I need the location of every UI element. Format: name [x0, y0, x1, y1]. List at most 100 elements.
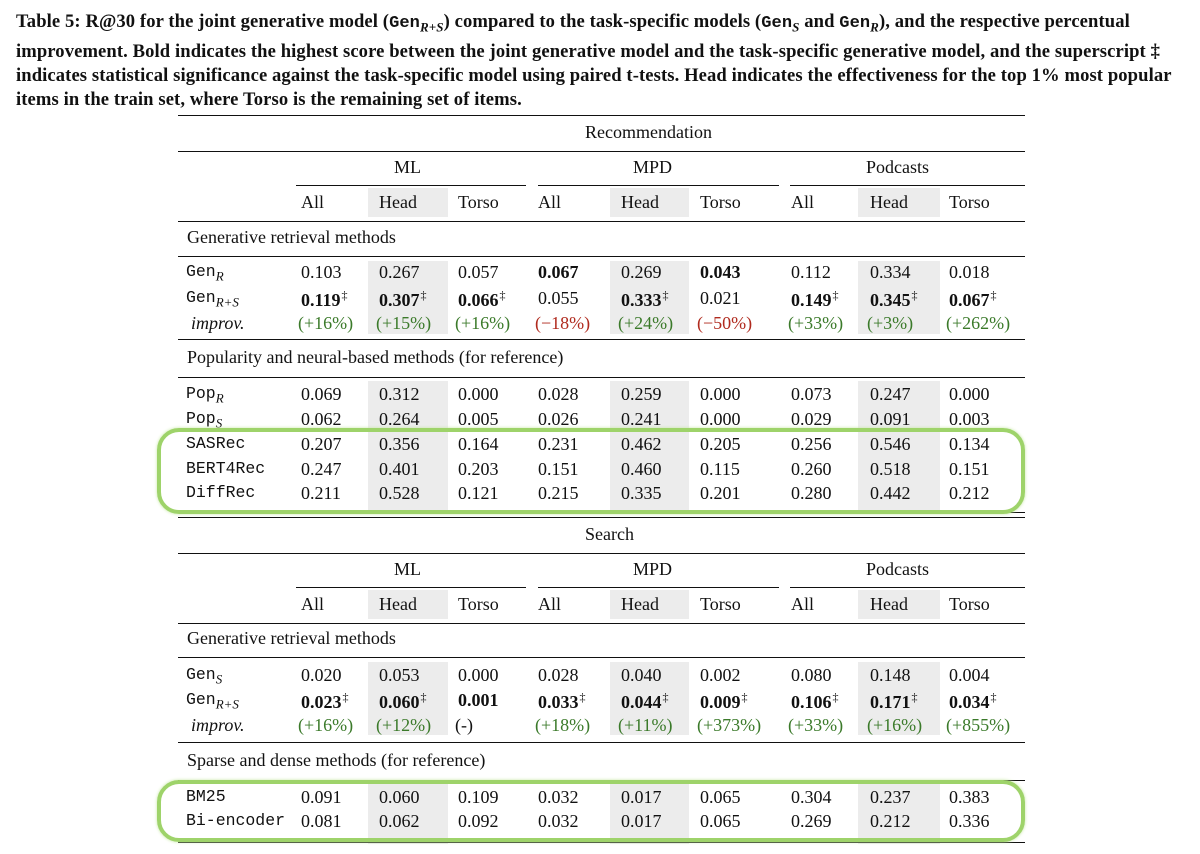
subheader-head: Head — [870, 192, 908, 212]
value-text: 0.201 — [700, 483, 741, 503]
subheader-all: All — [301, 594, 325, 614]
subheader-all: All — [791, 192, 815, 212]
value-cell: 0.065 — [700, 811, 741, 832]
value-text: 0.002 — [700, 665, 741, 685]
value-text: 0.069 — [301, 384, 342, 404]
value-text: 0.205 — [700, 434, 741, 454]
significance-mark: ‡ — [990, 288, 997, 302]
column-shade — [858, 381, 940, 511]
subheader-shade — [610, 188, 689, 217]
value-text: 0.356 — [379, 434, 420, 454]
value-cell: 0.002 — [700, 665, 741, 686]
value-cell: 0.000 — [458, 384, 499, 405]
subheader-torso: Torso — [700, 192, 741, 212]
value-cell: 0.528 — [379, 483, 420, 504]
value-cell: 0.269 — [621, 262, 662, 283]
subheader-head: Head — [379, 594, 417, 614]
value-text: 0.215 — [538, 483, 579, 503]
dataset-rule — [296, 185, 526, 186]
value-cell: 0.065 — [700, 787, 741, 808]
value-cell: 0.023‡ — [301, 690, 349, 713]
significance-mark: ‡ — [662, 690, 669, 704]
recommendation-title: Recommendation — [585, 122, 712, 142]
value-cell: 0.103 — [301, 262, 342, 283]
value-text: 0.020 — [301, 665, 342, 685]
highlight-box-neural — [157, 428, 1025, 514]
column-shade — [858, 784, 940, 844]
value-text: 0.032 — [538, 811, 579, 831]
recommendation-section: Recommendation ML MPD Podcasts All Head Torso A… — [178, 115, 1025, 515]
recommendation-title-rule — [178, 151, 1025, 152]
value-cell: 0.000 — [949, 384, 990, 405]
value-text: 0.307 — [379, 290, 420, 310]
value-cell: 0.267 — [379, 262, 420, 283]
column-shade — [610, 662, 689, 735]
search-section: Search ML MPD Podcasts All Head Torso All Head To… — [178, 517, 1025, 847]
value-cell: 0.151 — [538, 459, 579, 480]
significance-mark: ‡ — [341, 288, 348, 302]
dataset-header-podcasts: Podcasts — [866, 157, 929, 177]
dataset-rule — [790, 185, 1025, 186]
improv-value: (+3%) — [867, 313, 914, 333]
value-cell: 0.264 — [379, 409, 420, 430]
value-text: 0.269 — [621, 262, 662, 282]
subheader-shade — [368, 188, 448, 217]
value-text: 0.028 — [538, 665, 579, 685]
value-cell: 0.000 — [700, 409, 741, 430]
column-shade — [610, 381, 689, 511]
method-name: DiffRec — [186, 483, 256, 502]
subheader-head: Head — [379, 192, 417, 212]
group-rule — [178, 256, 1025, 257]
value-text: 0.106 — [791, 692, 832, 712]
value-cell: 0.092 — [458, 811, 499, 832]
value-cell: 0.053 — [379, 665, 420, 686]
group-rule — [178, 377, 1025, 378]
value-text: 0.103 — [301, 262, 342, 282]
method-name: GenR+S — [186, 288, 239, 310]
value-text: 0.081 — [301, 811, 342, 831]
value-text: 0.000 — [700, 409, 741, 429]
value-cell: 0.211 — [301, 483, 341, 504]
value-text: 0.091 — [301, 787, 342, 807]
method-name: Bi-encoder — [186, 811, 286, 830]
value-cell: 0.312 — [379, 384, 420, 405]
value-cell: 0.148 — [870, 665, 911, 686]
value-cell: 0.091 — [870, 409, 911, 430]
value-cell: 0.231 — [538, 434, 579, 455]
value-text: 0.026 — [538, 409, 579, 429]
recommendation-subheader-rule — [178, 221, 1025, 222]
subheader-head: Head — [621, 594, 659, 614]
value-cell: 0.081 — [301, 811, 342, 832]
value-text: 0.212 — [949, 483, 990, 503]
method-name: PopS — [186, 409, 222, 431]
value-text: 0.000 — [458, 384, 499, 404]
value-text: 0.021 — [700, 288, 741, 308]
value-cell: 0.205 — [700, 434, 741, 455]
value-cell: 0.000 — [458, 665, 499, 686]
method-base: Gen — [186, 262, 216, 281]
value-cell: 0.003 — [949, 409, 990, 430]
value-text: 0.112 — [791, 262, 831, 282]
value-text: 0.066 — [458, 290, 499, 310]
value-cell: 0.333‡ — [621, 288, 669, 311]
subheader-shade — [610, 590, 689, 619]
value-cell: 0.149‡ — [791, 288, 839, 311]
value-text: 0.442 — [870, 483, 911, 503]
value-text: 0.241 — [621, 409, 662, 429]
value-text: 0.280 — [791, 483, 832, 503]
value-cell: 0.134 — [949, 434, 990, 455]
significance-mark: ‡ — [420, 288, 427, 302]
column-shade — [368, 784, 448, 844]
method-base: Pop — [186, 384, 216, 403]
value-text: 0.034 — [949, 692, 990, 712]
subheader-all: All — [301, 192, 325, 212]
value-text: 0.000 — [700, 384, 741, 404]
value-text: 0.260 — [791, 459, 832, 479]
value-cell: 0.080 — [791, 665, 832, 686]
value-text: 0.057 — [458, 262, 499, 282]
method-base: Gen — [186, 665, 216, 684]
value-cell: 0.001 — [458, 690, 499, 711]
value-text: 0.003 — [949, 409, 990, 429]
significance-mark: ‡ — [741, 690, 748, 704]
value-text: 0.203 — [458, 459, 499, 479]
